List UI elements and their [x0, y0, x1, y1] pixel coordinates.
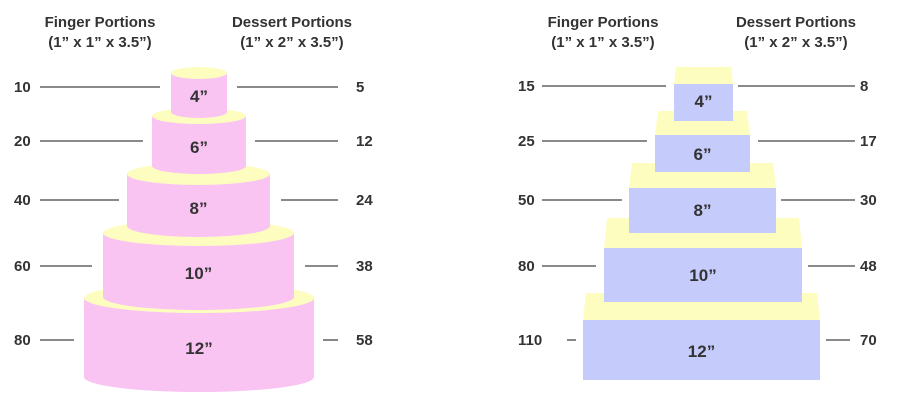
- dessert-portion-count: 5: [356, 79, 364, 96]
- dessert-portion-count: 12: [356, 133, 373, 150]
- tier-size-label: 8”: [190, 199, 208, 218]
- finger-portion-count: 15: [518, 78, 535, 95]
- cake-tier: 8” 50 30: [518, 163, 877, 233]
- cake-tier: 4” 10 5: [14, 67, 364, 118]
- dessert-header: Dessert Portions: [232, 14, 352, 31]
- tier-size-label: 10”: [185, 264, 212, 283]
- finger-portion-count: 60: [14, 258, 31, 275]
- cake-tier: 12” 110 70: [518, 293, 877, 380]
- tier-body: [629, 188, 776, 233]
- dessert-subheader: (1” x 2” x 3.5”): [744, 34, 847, 51]
- tier-size-label: 4”: [695, 92, 713, 111]
- tier-size-label: 6”: [190, 138, 208, 157]
- finger-portion-count: 20: [14, 133, 31, 150]
- dessert-portion-count: 58: [356, 332, 373, 349]
- dessert-portion-count: 8: [860, 78, 868, 95]
- finger-header: Finger Portions: [45, 14, 156, 31]
- cake-tier: 8” 40 24: [14, 163, 373, 237]
- finger-subheader: (1” x 1” x 3.5”): [551, 34, 654, 51]
- dessert-portion-count: 24: [356, 192, 373, 209]
- finger-portion-count: 110: [518, 332, 542, 349]
- tier-size-label: 6”: [694, 145, 712, 164]
- dessert-subheader: (1” x 2” x 3.5”): [240, 34, 343, 51]
- finger-portion-count: 50: [518, 192, 535, 209]
- finger-portion-count: 80: [14, 332, 31, 349]
- finger-portion-count: 25: [518, 133, 535, 150]
- cake-tier: 4” 15 8: [518, 67, 868, 121]
- finger-portion-count: 40: [14, 192, 31, 209]
- finger-portion-count: 10: [14, 79, 31, 96]
- tier-body: [583, 320, 820, 380]
- tier-top: [674, 67, 733, 84]
- dessert-portion-count: 17: [860, 133, 877, 150]
- tier-body: [127, 174, 270, 237]
- finger-subheader: (1” x 1” x 3.5”): [48, 34, 151, 51]
- dessert-header: Dessert Portions: [736, 14, 856, 31]
- tier-size-label: 10”: [689, 266, 716, 285]
- tier-body: [171, 73, 227, 118]
- round-cake: 12” 80 58 10” 60 38 8” 40 24 6” 20 12 4” 10 5: [14, 67, 373, 392]
- dessert-portion-count: 38: [356, 258, 373, 275]
- square-cake: 12” 110 70 10” 80 48 8” 50 30 6” 25 17 4” 15 8: [518, 67, 877, 380]
- tier-body: [103, 233, 294, 311]
- dessert-portion-count: 48: [860, 258, 877, 275]
- tier-body: [655, 135, 750, 172]
- round-cake-headers: Finger Portions (1” x 1” x 3.5”) Dessert…: [45, 14, 352, 51]
- tier-top: [171, 67, 227, 79]
- cake-tier: 6” 20 12: [14, 108, 373, 174]
- dessert-portion-count: 70: [860, 332, 877, 349]
- tier-body: [84, 298, 314, 392]
- finger-header: Finger Portions: [548, 14, 659, 31]
- square-cake-headers: Finger Portions (1” x 1” x 3.5”) Dessert…: [548, 14, 856, 51]
- tier-body: [152, 116, 246, 174]
- tier-size-label: 8”: [694, 201, 712, 220]
- tier-body: [674, 84, 733, 121]
- tier-size-label: 12”: [185, 339, 212, 358]
- dessert-portion-count: 30: [860, 192, 877, 209]
- finger-portion-count: 80: [518, 258, 535, 275]
- tier-body: [604, 248, 802, 302]
- tier-size-label: 4”: [190, 87, 208, 106]
- tier-size-label: 12”: [688, 342, 715, 361]
